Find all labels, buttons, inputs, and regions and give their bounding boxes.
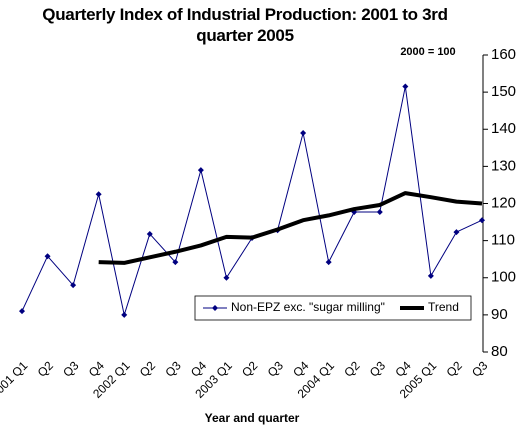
y-tick-label: 120 [491, 194, 516, 211]
legend-label: Non-EPZ exc. "sugar milling" [231, 300, 385, 314]
annotation: 2000 = 100 [400, 46, 455, 58]
y-tick-label: 100 [491, 269, 516, 286]
y-tick-label: 80 [491, 343, 508, 360]
y-tick-label: 130 [491, 157, 516, 174]
y-tick-label: 160 [491, 46, 516, 63]
x-tick-label: Q3 [367, 358, 388, 379]
data-point [223, 274, 230, 281]
data-point [172, 259, 179, 266]
x-tick-label: Q2 [239, 358, 260, 379]
data-point [19, 308, 25, 315]
data-point [146, 230, 153, 237]
x-tick-label: Q3 [162, 358, 183, 379]
chart-title: Quarterly Index of Industrial Production… [42, 5, 448, 45]
data-point [479, 217, 485, 224]
legend-box [194, 295, 472, 321]
data-point [95, 191, 102, 198]
series-line [21, 86, 483, 316]
x-tick-label: Q2 [35, 358, 56, 379]
x-tick-label: Q3 [265, 358, 286, 379]
series-line [98, 191, 483, 265]
data-point [197, 167, 204, 174]
x-tick-label: Q3 [469, 358, 490, 379]
legend-label: Trend [428, 300, 459, 314]
data-point [121, 311, 128, 318]
x-tick-label: Q3 [60, 358, 81, 379]
x-tick-label: Q2 [444, 358, 465, 379]
y-tick-label: 150 [491, 83, 516, 100]
data-point [300, 129, 307, 136]
y-tick-label: 90 [491, 306, 508, 323]
data-point [44, 253, 51, 260]
data-point [402, 83, 409, 90]
x-tick-label: Q2 [137, 358, 158, 379]
data-point [376, 209, 383, 216]
data-point [70, 282, 77, 289]
y-tick-label: 140 [491, 120, 516, 137]
legend-marker [212, 305, 218, 311]
y-tick-label: 110 [491, 232, 515, 249]
x-tick-label: Q2 [341, 358, 362, 379]
data-point [325, 259, 332, 266]
data-point [453, 229, 460, 236]
x-axis-title: Year and quarter [205, 411, 300, 425]
x-tick-label: 2001 Q1 [0, 358, 31, 401]
data-point [427, 272, 434, 279]
